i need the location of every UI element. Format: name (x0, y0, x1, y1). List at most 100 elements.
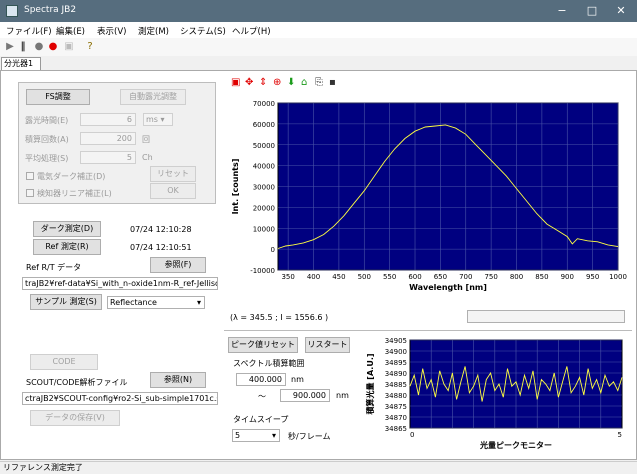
vertical-zoom-icon[interactable]: ⇕ (259, 77, 268, 88)
y-axis-label: 積算光量 [A.U.] (365, 353, 375, 415)
chevron-down-icon: ▾ (196, 298, 201, 307)
x-tick-label: 600 (408, 273, 421, 281)
record-icon[interactable]: ● (48, 41, 58, 52)
timesweep-select[interactable]: 5 ▾ (232, 429, 280, 442)
y-tick-label: 34895 (385, 359, 407, 367)
x-tick-label: 400 (307, 273, 320, 281)
integration-unit: 回 (142, 135, 150, 144)
crosshair-icon[interactable]: ⊕ (273, 77, 282, 88)
x-tick-label: 550 (383, 273, 396, 281)
exposure-unit-select[interactable]: ms ▾ (143, 113, 173, 126)
copy-icon[interactable]: ⎘ (315, 77, 323, 88)
timesweep-value: 5 (235, 431, 241, 440)
cursor-readout: (λ = 345.5 ; I = 1556.6 ) (230, 313, 329, 322)
dark-timestamp: 07/24 12:10:28 (130, 225, 192, 234)
x-tick-label: 650 (434, 273, 447, 281)
move-icon[interactable]: ✥ (245, 77, 254, 88)
y-tick-label: 10000 (253, 225, 275, 233)
x-tick-label: 750 (484, 273, 497, 281)
ref-data-label: Ref R/T データ (26, 263, 82, 272)
y-tick-label: 70000 (253, 100, 275, 108)
reset-button[interactable]: リセット (150, 166, 196, 182)
sample-mode-value: Reflectance (110, 298, 157, 307)
x-tick-label: 500 (358, 273, 371, 281)
menu-view[interactable]: 表示(V) (97, 27, 127, 37)
peak-monitor-chart[interactable]: 34865 34870 34875 34880 34885 34890 34895 34900… (360, 334, 630, 456)
series-line (409, 366, 623, 402)
divider (224, 330, 632, 331)
y-tick-label: 34875 (385, 403, 407, 411)
menu-system[interactable]: システム(S) (180, 27, 226, 37)
ref-measure-button[interactable]: Ref 測定(R) (33, 239, 101, 255)
range-end-unit: nm (336, 391, 349, 400)
exposure-field[interactable]: 6 (80, 113, 136, 126)
y-tick-label: 60000 (253, 121, 275, 129)
y-tick-label: -10000 (250, 267, 275, 275)
minimize-button[interactable]: − (557, 4, 567, 17)
peak-reset-button[interactable]: ピーク値リセット (228, 337, 298, 353)
integration-label: 積算回数(A) (25, 135, 69, 144)
averaging-unit: Ch (142, 153, 153, 162)
menu-measure[interactable]: 測定(M) (138, 27, 169, 37)
x-tick-label: 950 (586, 273, 599, 281)
menu-bar: ファイル(F) 編集(E) 表示(V) 測定(M) システム(S) ヘルプ(H) (0, 22, 637, 38)
y-tick-label: 40000 (253, 163, 275, 171)
x-tick-label: 800 (510, 273, 523, 281)
averaging-label: 平均処理(S) (25, 154, 69, 163)
y-tick-label: 34905 (385, 337, 407, 345)
x-tick-label: 700 (459, 273, 472, 281)
exposure-unit-label: ms (146, 115, 158, 124)
range-tilde: 〜 (258, 392, 266, 401)
y-tick-label: 34900 (385, 348, 407, 356)
scout-file-label: SCOUT/CODE解析ファイル (26, 378, 128, 387)
ok-button[interactable]: OK (150, 183, 196, 199)
fs-adjust-button[interactable]: FS調整 (26, 89, 90, 105)
menu-help[interactable]: ヘルプ(H) (232, 27, 271, 37)
sample-mode-select[interactable]: Reflectance ▾ (107, 296, 205, 309)
exposure-label: 露光時間(E) (25, 116, 69, 125)
chevron-down-icon: ▾ (271, 431, 276, 440)
stop-icon[interactable]: ● (34, 41, 44, 52)
range-end-field[interactable]: 900.000 (280, 389, 330, 402)
timesweep-unit: 秒/フレーム (288, 432, 331, 441)
title-bar: Spectra JB2 − □ ✕ (0, 0, 637, 22)
dark-measure-button[interactable]: ダーク測定(D) (33, 221, 101, 237)
menu-edit[interactable]: 編集(E) (56, 27, 86, 37)
x-axis-label: Wavelength [nm] (409, 283, 487, 292)
pause-icon[interactable]: ‖ (20, 41, 26, 52)
y-tick-label: 20000 (253, 204, 275, 212)
play-icon[interactable]: ▶ (6, 41, 14, 52)
spectrum-chart[interactable]: -10000 0 10000 20000 30000 40000 50000 60000 700… (226, 93, 630, 305)
scout-browse-button[interactable]: 参照(N) (150, 372, 206, 388)
screen-icon[interactable]: ▣ (64, 41, 74, 52)
save-data-button[interactable]: データの保存(V) (30, 410, 120, 426)
range-start-field[interactable]: 400.000 (236, 373, 286, 386)
y-tick-label: 34890 (385, 370, 407, 378)
ref-path-field[interactable]: traJB2¥ref-data¥Si_with_n-oxide1nm-R_ref… (22, 277, 218, 290)
scout-path-field[interactable]: ctraJB2¥SCOUT-config¥ro2-Si_sub-simple17… (22, 392, 218, 405)
integration-field[interactable]: 200 (80, 132, 136, 145)
tab-spectrometer-1[interactable]: 分光器1 (1, 57, 41, 70)
averaging-field[interactable]: 5 (80, 151, 136, 164)
home-icon[interactable]: ⌂ (301, 77, 308, 88)
code-button[interactable]: CODE (30, 354, 98, 370)
maximize-button[interactable]: □ (586, 4, 598, 17)
ref-browse-button[interactable]: 参照(F) (150, 257, 206, 273)
help-pointer-icon[interactable]: ? (87, 41, 93, 52)
linearity-label: 検知器リニア補正(L) (37, 189, 112, 198)
restart-button[interactable]: リスタート (305, 337, 350, 353)
zoom-box-icon[interactable]: ▣ (231, 77, 241, 88)
window-title: Spectra JB2 (24, 5, 77, 15)
y-tick-label: 34885 (385, 381, 407, 389)
dark-correction-checkbox[interactable] (26, 172, 34, 180)
x-tick-label: 5 (618, 431, 622, 439)
progress-bar (467, 310, 625, 323)
auto-exposure-button[interactable]: 自動露光調整 (120, 89, 186, 105)
save-icon[interactable]: ▪ (329, 77, 336, 88)
series-line (277, 124, 619, 249)
arrow-down-icon[interactable]: ⬇ (287, 77, 296, 88)
close-button[interactable]: ✕ (616, 4, 626, 17)
sample-measure-button[interactable]: サンプル 測定(S) (30, 294, 102, 310)
linearity-checkbox[interactable] (26, 189, 34, 197)
menu-file[interactable]: ファイル(F) (6, 27, 52, 37)
